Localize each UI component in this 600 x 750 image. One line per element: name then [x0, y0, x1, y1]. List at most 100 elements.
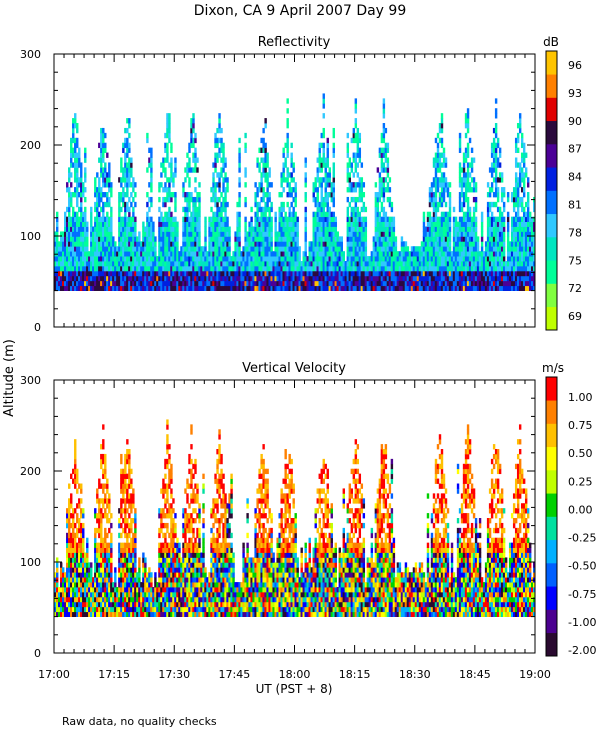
- heatmap-cell: [280, 246, 283, 252]
- heatmap-cell: [252, 246, 255, 252]
- heatmap-cell: [318, 142, 321, 149]
- heatmap-cell: [396, 285, 400, 291]
- heatmap-cell: [348, 256, 352, 262]
- heatmap-cell: [82, 601, 85, 608]
- heatmap-cell: [164, 182, 167, 188]
- heatmap-cell: [70, 246, 73, 252]
- heatmap-cell: [308, 270, 311, 277]
- heatmap-cell: [244, 142, 247, 149]
- heatmap-cell: [438, 192, 442, 198]
- heatmap-cell: [374, 201, 378, 208]
- heatmap-cell: [68, 547, 71, 553]
- heatmap-cell: [462, 167, 466, 173]
- heatmap-cell: [516, 182, 520, 188]
- heatmap-cell: [158, 251, 161, 257]
- heatmap-cell: [64, 582, 67, 588]
- heatmap-cell: [128, 196, 131, 203]
- heatmap-cell: [140, 285, 143, 291]
- heatmap-cell: [186, 236, 189, 242]
- heatmap-cell: [442, 147, 446, 153]
- heatmap-cell: [394, 275, 398, 282]
- heatmap-cell: [456, 236, 460, 242]
- heatmap-cell: [102, 201, 105, 208]
- heatmap-cell: [252, 265, 255, 272]
- heatmap-cell: [108, 162, 111, 168]
- heatmap-cell: [84, 177, 87, 183]
- heatmap-cell: [274, 211, 277, 218]
- heatmap-cell: [520, 261, 524, 267]
- heatmap-cell: [448, 221, 452, 227]
- heatmap-cell: [514, 285, 518, 291]
- heatmap-cell: [74, 280, 77, 287]
- heatmap-cell: [98, 256, 101, 262]
- heatmap-cell: [170, 256, 173, 262]
- heatmap-cell: [462, 152, 466, 158]
- heatmap-cell: [306, 285, 309, 291]
- heatmap-cell: [348, 226, 352, 232]
- heatmap-cell: [470, 246, 474, 252]
- heatmap-cell: [466, 108, 470, 114]
- heatmap-cell: [528, 261, 532, 267]
- heatmap-cell: [326, 226, 329, 232]
- heatmap-cell: [120, 177, 123, 183]
- heatmap-cell: [360, 280, 364, 287]
- heatmap-cell: [354, 216, 358, 222]
- heatmap-cell: [190, 280, 193, 287]
- heatmap-cell: [116, 270, 119, 277]
- heatmap-cell: [138, 270, 141, 277]
- heatmap-cell: [530, 280, 534, 287]
- heatmap-cell: [226, 187, 229, 193]
- heatmap-cell: [232, 270, 235, 277]
- heatmap-cell: [468, 221, 472, 227]
- heatmap-cell: [522, 246, 526, 252]
- heatmap-cell: [524, 216, 528, 222]
- heatmap-cell: [434, 241, 438, 247]
- heatmap-cell: [74, 557, 77, 563]
- heatmap-cell: [382, 177, 386, 183]
- heatmap-cell: [234, 251, 237, 257]
- heatmap-cell: [166, 216, 169, 222]
- heatmap-cell: [458, 270, 462, 277]
- heatmap-cell: [512, 280, 516, 287]
- heatmap-cell: [122, 241, 125, 247]
- heatmap-cell: [188, 206, 191, 213]
- heatmap-cell: [284, 285, 287, 291]
- heatmap-cell: [64, 246, 67, 252]
- heatmap-cell: [166, 192, 169, 198]
- colorbar-tick-label: 87: [568, 143, 582, 156]
- heatmap-cell: [120, 221, 123, 227]
- heatmap-cell: [510, 216, 514, 222]
- heatmap-cell: [254, 261, 257, 267]
- heatmap-cell: [533, 216, 536, 222]
- heatmap-cell: [256, 226, 259, 232]
- heatmap-cell: [482, 275, 486, 282]
- heatmap-cell: [192, 206, 195, 213]
- heatmap-cell: [456, 226, 460, 232]
- heatmap-cell: [108, 236, 111, 242]
- heatmap-cell: [358, 182, 362, 188]
- heatmap-cell: [410, 270, 414, 277]
- heatmap-cell: [68, 582, 71, 588]
- heatmap-cell: [418, 256, 422, 262]
- heatmap-cell: [72, 596, 75, 603]
- heatmap-cell: [126, 206, 129, 213]
- heatmap-cell: [132, 187, 135, 193]
- heatmap-cell: [182, 246, 185, 252]
- heatmap-cell: [76, 582, 79, 588]
- heatmap-cell: [520, 172, 524, 178]
- heatmap-cell: [406, 275, 410, 282]
- heatmap-cell: [314, 241, 317, 247]
- heatmap-cell: [476, 261, 480, 267]
- heatmap-cell: [470, 162, 474, 168]
- heatmap-cell: [82, 270, 85, 277]
- heatmap-cell: [68, 513, 71, 519]
- heatmap-cell: [282, 147, 285, 153]
- heatmap-cell: [440, 142, 444, 149]
- heatmap-cell: [222, 206, 225, 213]
- heatmap-cell: [352, 182, 356, 188]
- heatmap-cell: [76, 246, 79, 252]
- heatmap-cell: [496, 241, 500, 247]
- heatmap-cell: [64, 285, 67, 291]
- heatmap-cell: [210, 221, 213, 227]
